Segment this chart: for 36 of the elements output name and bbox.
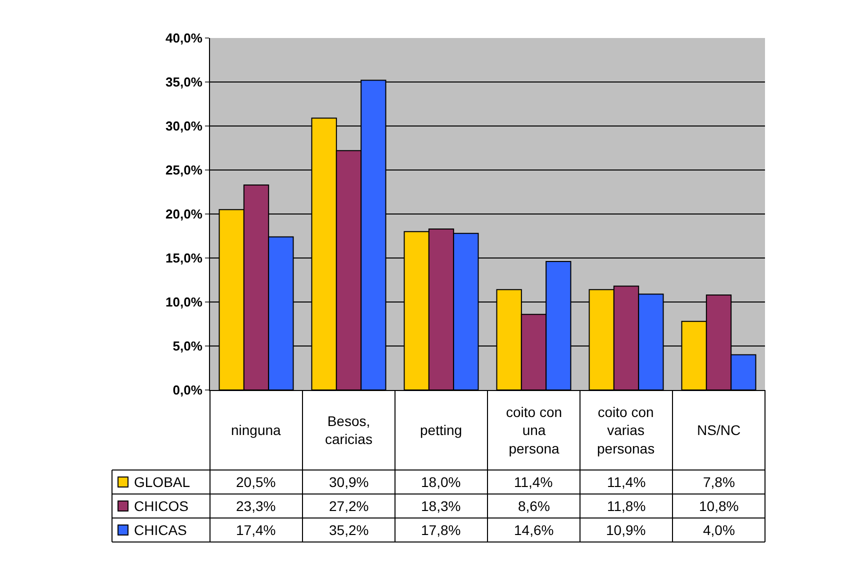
- y-tick-label: 5,0%: [172, 338, 203, 354]
- legend-label: CHICAS: [134, 522, 187, 538]
- data-label: 17,4%: [236, 522, 276, 538]
- data-label: 18,3%: [421, 498, 461, 514]
- x-tick-label: ninguna: [231, 422, 282, 438]
- data-label: 27,2%: [329, 498, 369, 514]
- x-tick-label: coito con una persona: [506, 404, 562, 456]
- x-tick-label: Besos, caricias: [325, 413, 372, 448]
- x-tick-label: NS/NC: [697, 422, 741, 438]
- data-label: 10,9%: [606, 522, 646, 538]
- data-label: 8,6%: [518, 498, 550, 514]
- legend-label: GLOBAL: [134, 474, 190, 490]
- legend-label: CHICOS: [134, 498, 188, 514]
- y-tick-label: 40,0%: [166, 30, 203, 46]
- data-label: 23,3%: [236, 498, 276, 514]
- y-tick-label: 10,0%: [166, 294, 203, 310]
- data-label: 18,0%: [421, 474, 461, 490]
- data-label: 11,4%: [514, 474, 553, 490]
- data-label: 14,6%: [514, 522, 554, 538]
- y-tick-label: 20,0%: [166, 206, 203, 222]
- data-label: 30,9%: [329, 474, 369, 490]
- data-label: 10,8%: [699, 498, 739, 514]
- y-tick-label: 30,0%: [166, 118, 203, 134]
- y-tick-label: 25,0%: [166, 162, 203, 178]
- data-label: 11,4%: [607, 474, 646, 490]
- data-label: 17,8%: [421, 522, 461, 538]
- data-label: 35,2%: [329, 522, 369, 538]
- data-label: 11,8%: [607, 498, 646, 514]
- y-tick-label: 15,0%: [166, 250, 203, 266]
- x-tick-label: coito con varias personas: [597, 404, 655, 456]
- data-label: 4,0%: [703, 522, 735, 538]
- x-tick-label: petting: [420, 422, 462, 438]
- y-tick-label: 0,0%: [172, 382, 203, 398]
- data-label: 7,8%: [703, 474, 735, 490]
- data-label: 20,5%: [236, 474, 276, 490]
- y-tick-label: 35,0%: [166, 74, 203, 90]
